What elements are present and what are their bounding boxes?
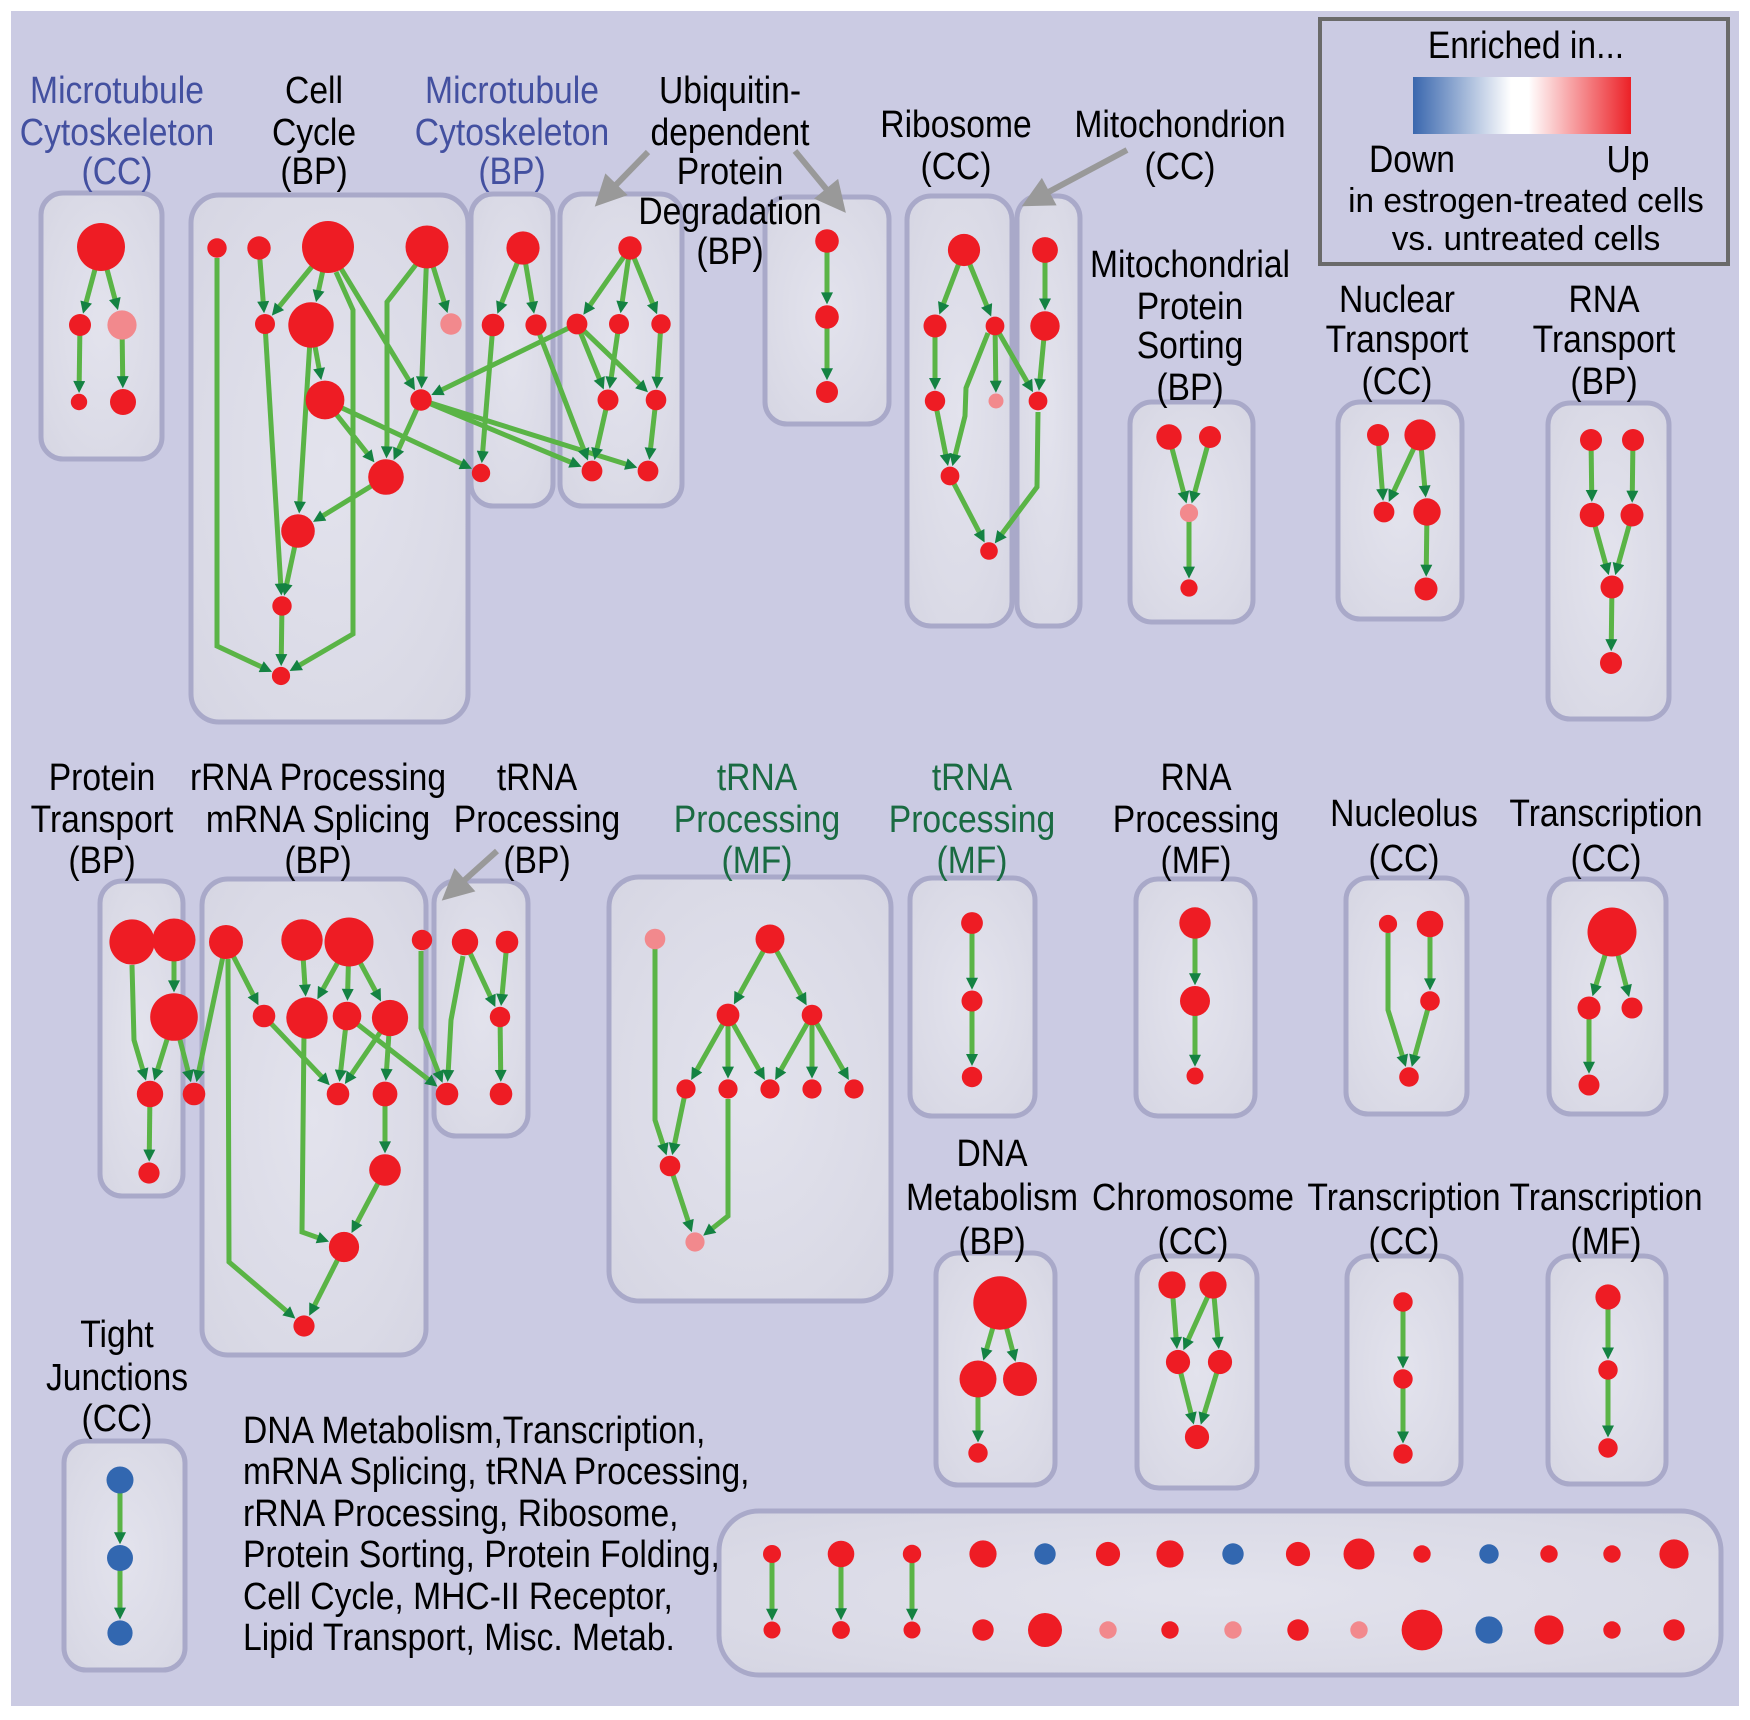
svg-text:Microtubule: Microtubule [425, 70, 599, 112]
svg-text:vs. untreated cells: vs. untreated cells [1392, 220, 1661, 258]
svg-text:(BP): (BP) [958, 1221, 1025, 1263]
svg-text:Ubiquitin-: Ubiquitin- [659, 70, 801, 112]
svg-text:Mitochondrial: Mitochondrial [1090, 244, 1290, 286]
svg-text:(CC): (CC) [1369, 1221, 1440, 1263]
svg-text:(CC): (CC) [82, 1398, 153, 1440]
svg-text:Nucleolus: Nucleolus [1330, 793, 1478, 835]
svg-text:tRNA: tRNA [717, 757, 798, 799]
svg-text:Transcription: Transcription [1509, 793, 1702, 835]
svg-text:Chromosome: Chromosome [1092, 1177, 1294, 1219]
svg-text:Cytoskeleton: Cytoskeleton [415, 112, 609, 154]
svg-text:DNA Metabolism,Transcription,: DNA Metabolism,Transcription, [243, 1410, 705, 1452]
svg-text:Sorting: Sorting [1137, 325, 1244, 367]
svg-text:Mitochondrion: Mitochondrion [1074, 104, 1285, 146]
svg-text:Cytoskeleton: Cytoskeleton [20, 112, 214, 154]
svg-text:Transport: Transport [31, 799, 174, 841]
svg-text:(BP): (BP) [284, 840, 351, 882]
svg-text:(BP): (BP) [1570, 361, 1637, 403]
svg-text:RNA: RNA [1161, 757, 1233, 799]
svg-text:Transcription: Transcription [1509, 1177, 1702, 1219]
svg-text:(MF): (MF) [722, 840, 793, 882]
svg-text:dependent: dependent [651, 112, 810, 154]
svg-text:(CC): (CC) [921, 146, 992, 188]
svg-text:Tight: Tight [80, 1314, 154, 1356]
svg-text:(MF): (MF) [1161, 840, 1232, 882]
svg-text:(BP): (BP) [280, 151, 347, 193]
svg-text:(BP): (BP) [68, 840, 135, 882]
svg-text:Enriched in...: Enriched in... [1428, 25, 1624, 67]
svg-text:Microtubule: Microtubule [30, 70, 204, 112]
svg-text:RNA: RNA [1569, 279, 1641, 321]
svg-text:(CC): (CC) [1362, 361, 1433, 403]
svg-text:Protein: Protein [1137, 286, 1244, 328]
svg-text:rRNA Processing, Ribosome,: rRNA Processing, Ribosome, [243, 1493, 679, 1535]
svg-text:mRNA Splicing: mRNA Splicing [206, 799, 430, 841]
svg-text:Metabolism: Metabolism [906, 1177, 1078, 1219]
svg-text:Cycle: Cycle [272, 112, 356, 154]
svg-text:Transcription: Transcription [1307, 1177, 1500, 1219]
svg-text:(BP): (BP) [478, 151, 545, 193]
svg-text:Transport: Transport [1326, 319, 1469, 361]
svg-text:Processing: Processing [1113, 799, 1279, 841]
svg-text:Junctions: Junctions [46, 1357, 188, 1399]
svg-text:Protein Sorting, Protein Foldi: Protein Sorting, Protein Folding, [243, 1534, 720, 1576]
svg-text:(BP): (BP) [696, 231, 763, 273]
svg-text:(CC): (CC) [82, 151, 153, 193]
svg-text:Processing: Processing [454, 799, 620, 841]
svg-text:(CC): (CC) [1158, 1221, 1229, 1263]
svg-text:(CC): (CC) [1145, 146, 1216, 188]
svg-text:Ribosome: Ribosome [880, 104, 1031, 146]
svg-text:Protein: Protein [677, 151, 784, 193]
svg-text:in estrogen-treated cells: in estrogen-treated cells [1348, 182, 1704, 220]
svg-text:Processing: Processing [674, 799, 840, 841]
svg-text:(CC): (CC) [1571, 838, 1642, 880]
svg-text:Processing: Processing [889, 799, 1055, 841]
svg-text:rRNA Processing: rRNA Processing [190, 757, 446, 799]
svg-text:(MF): (MF) [1571, 1221, 1642, 1263]
svg-text:(BP): (BP) [503, 840, 570, 882]
svg-text:Transport: Transport [1533, 319, 1676, 361]
svg-text:mRNA Splicing, tRNA Processing: mRNA Splicing, tRNA Processing, [243, 1451, 750, 1493]
svg-text:Cell: Cell [285, 70, 343, 112]
svg-text:Down: Down [1369, 139, 1455, 181]
svg-text:(MF): (MF) [937, 840, 1008, 882]
svg-text:DNA: DNA [957, 1133, 1029, 1175]
svg-text:Degradation: Degradation [638, 191, 821, 233]
svg-text:Nuclear: Nuclear [1339, 279, 1455, 321]
svg-text:(CC): (CC) [1369, 838, 1440, 880]
svg-text:(BP): (BP) [1156, 367, 1223, 409]
svg-text:Cell Cycle, MHC-II Receptor,: Cell Cycle, MHC-II Receptor, [243, 1576, 673, 1618]
svg-text:Lipid Transport, Misc. Metab.: Lipid Transport, Misc. Metab. [243, 1617, 675, 1659]
svg-text:Protein: Protein [49, 757, 156, 799]
svg-text:tRNA: tRNA [932, 757, 1013, 799]
svg-text:tRNA: tRNA [497, 757, 578, 799]
svg-text:Up: Up [1607, 139, 1650, 181]
